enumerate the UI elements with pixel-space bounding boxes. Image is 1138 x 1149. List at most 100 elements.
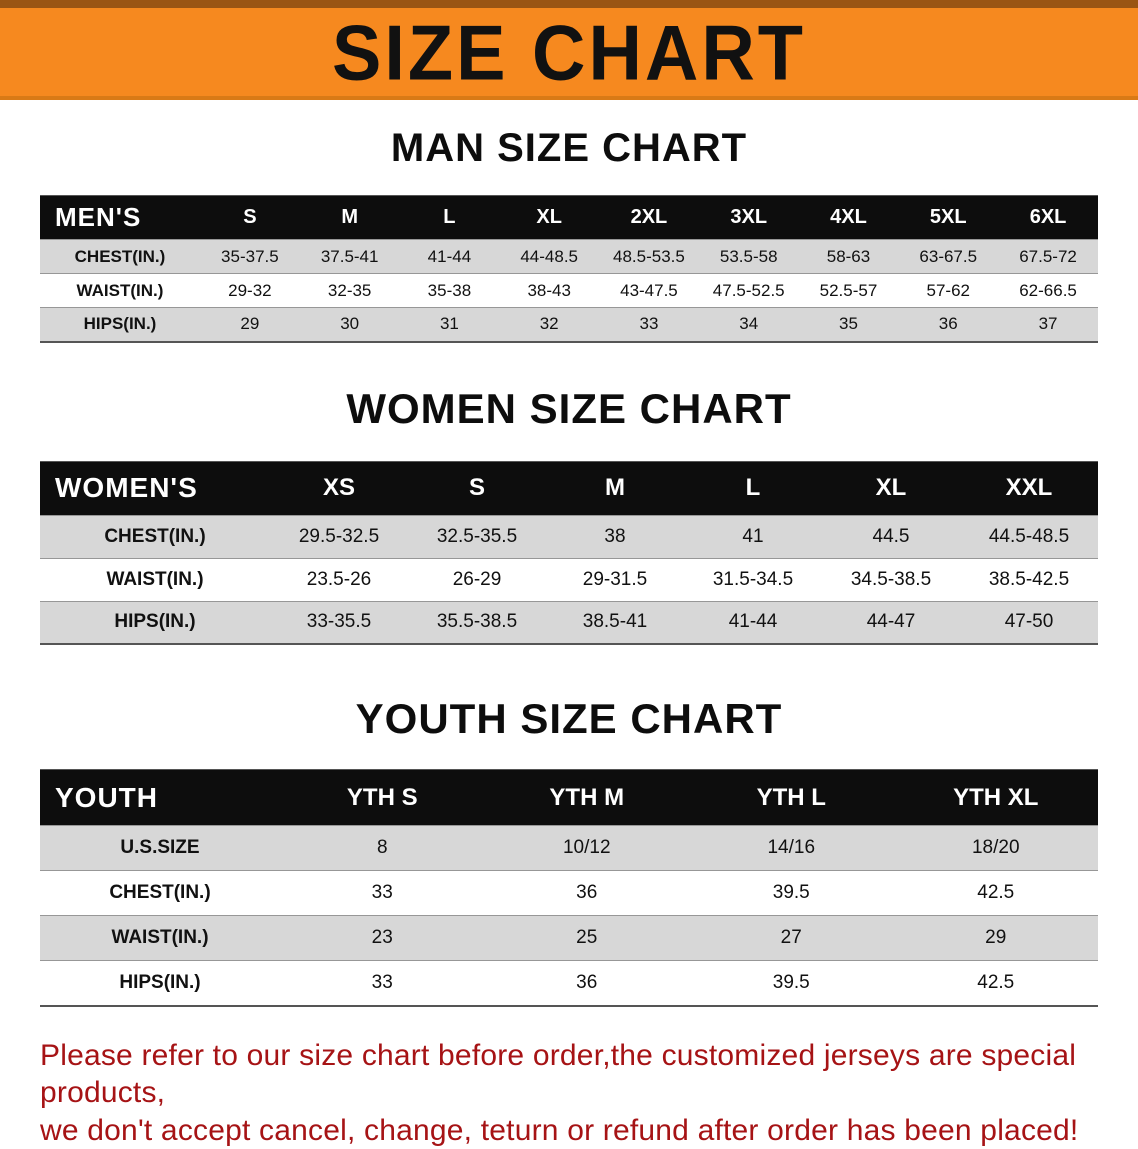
size-column-header: YTH L [689, 770, 894, 826]
cell: 31.5-34.5 [684, 558, 822, 601]
men-size-table: MEN'S S M L XL 2XL 3XL 4XL 5XL 6XL CHEST… [40, 195, 1098, 343]
size-column-header: L [400, 196, 500, 240]
table-row: HIPS(IN.) 29 30 31 32 33 34 35 36 37 [40, 308, 1098, 342]
row-label: CHEST(IN.) [40, 515, 270, 558]
cell: 29 [894, 916, 1099, 961]
cell: 36 [485, 871, 690, 916]
table-row: WAIST(IN.) 23.5-26 26-29 29-31.5 31.5-34… [40, 558, 1098, 601]
row-label: CHEST(IN.) [40, 871, 280, 916]
cell: 33 [280, 871, 485, 916]
men-corner-label: MEN'S [40, 196, 200, 240]
cell: 10/12 [485, 826, 690, 871]
cell: 32-35 [300, 274, 400, 308]
cell: 33 [280, 961, 485, 1006]
size-column-header: L [684, 461, 822, 515]
cell: 29-32 [200, 274, 300, 308]
cell: 33-35.5 [270, 601, 408, 644]
cell: 67.5-72 [998, 240, 1098, 274]
row-label: U.S.SIZE [40, 826, 280, 871]
cell: 58-63 [799, 240, 899, 274]
cell: 35-38 [400, 274, 500, 308]
size-column-header: XL [822, 461, 960, 515]
cell: 42.5 [894, 871, 1099, 916]
cell: 44.5 [822, 515, 960, 558]
order-policy-notice: Please refer to our size chart before or… [40, 1037, 1100, 1149]
cell: 53.5-58 [699, 240, 799, 274]
row-label: HIPS(IN.) [40, 601, 270, 644]
row-label: WAIST(IN.) [40, 274, 200, 308]
size-column-header: XS [270, 461, 408, 515]
cell: 44.5-48.5 [960, 515, 1098, 558]
cell: 26-29 [408, 558, 546, 601]
youth-corner-label: YOUTH [40, 770, 280, 826]
table-row: CHEST(IN.) 35-37.5 37.5-41 41-44 44-48.5… [40, 240, 1098, 274]
row-label: WAIST(IN.) [40, 558, 270, 601]
cell: 52.5-57 [799, 274, 899, 308]
page-title: SIZE CHART [332, 7, 806, 96]
cell: 27 [689, 916, 894, 961]
table-row: HIPS(IN.) 33 36 39.5 42.5 [40, 961, 1098, 1006]
cell: 41-44 [684, 601, 822, 644]
cell: 14/16 [689, 826, 894, 871]
cell: 39.5 [689, 961, 894, 1006]
size-column-header: 6XL [998, 196, 1098, 240]
cell: 36 [898, 308, 998, 342]
youth-header-row: YOUTH YTH S YTH M YTH L YTH XL [40, 770, 1098, 826]
cell: 31 [400, 308, 500, 342]
cell: 35 [799, 308, 899, 342]
cell: 47-50 [960, 601, 1098, 644]
notice-line-2: we don't accept cancel, change, teturn o… [40, 1112, 1100, 1149]
cell: 41 [684, 515, 822, 558]
row-label: CHEST(IN.) [40, 240, 200, 274]
cell: 43-47.5 [599, 274, 699, 308]
table-row: U.S.SIZE 8 10/12 14/16 18/20 [40, 826, 1098, 871]
cell: 44-48.5 [499, 240, 599, 274]
notice-line-1: Please refer to our size chart before or… [40, 1037, 1100, 1112]
youth-size-section: YOUTH SIZE CHART YOUTH YTH S YTH M YTH L… [0, 695, 1138, 1007]
size-column-header: S [408, 461, 546, 515]
cell: 30 [300, 308, 400, 342]
cell: 33 [599, 308, 699, 342]
size-column-header: XL [499, 196, 599, 240]
cell: 57-62 [898, 274, 998, 308]
row-label: WAIST(IN.) [40, 916, 280, 961]
youth-section-heading: YOUTH SIZE CHART [0, 695, 1138, 743]
size-column-header: 2XL [599, 196, 699, 240]
cell: 35-37.5 [200, 240, 300, 274]
cell: 8 [280, 826, 485, 871]
cell: 39.5 [689, 871, 894, 916]
cell: 63-67.5 [898, 240, 998, 274]
men-section-heading: MAN SIZE CHART [0, 126, 1138, 171]
cell: 62-66.5 [998, 274, 1098, 308]
men-header-row: MEN'S S M L XL 2XL 3XL 4XL 5XL 6XL [40, 196, 1098, 240]
women-corner-label: WOMEN'S [40, 461, 270, 515]
cell: 35.5-38.5 [408, 601, 546, 644]
size-column-header: M [300, 196, 400, 240]
cell: 29.5-32.5 [270, 515, 408, 558]
women-size-section: WOMEN SIZE CHART WOMEN'S XS S M L XL XXL… [0, 385, 1138, 646]
cell: 32.5-35.5 [408, 515, 546, 558]
size-column-header: YTH XL [894, 770, 1099, 826]
youth-size-table: YOUTH YTH S YTH M YTH L YTH XL U.S.SIZE … [40, 769, 1098, 1007]
size-column-header: YTH S [280, 770, 485, 826]
cell: 36 [485, 961, 690, 1006]
size-column-header: 5XL [898, 196, 998, 240]
men-size-section: MAN SIZE CHART MEN'S S M L XL 2XL 3XL 4X… [0, 126, 1138, 343]
cell: 37 [998, 308, 1098, 342]
table-row: WAIST(IN.) 23 25 27 29 [40, 916, 1098, 961]
banner: SIZE CHART [0, 0, 1138, 100]
size-column-header: S [200, 196, 300, 240]
cell: 34.5-38.5 [822, 558, 960, 601]
cell: 29-31.5 [546, 558, 684, 601]
women-size-table: WOMEN'S XS S M L XL XXL CHEST(IN.) 29.5-… [40, 461, 1098, 646]
row-label: HIPS(IN.) [40, 961, 280, 1006]
size-column-header: M [546, 461, 684, 515]
cell: 23.5-26 [270, 558, 408, 601]
table-row: WAIST(IN.) 29-32 32-35 35-38 38-43 43-47… [40, 274, 1098, 308]
size-column-header: YTH M [485, 770, 690, 826]
cell: 23 [280, 916, 485, 961]
cell: 42.5 [894, 961, 1099, 1006]
cell: 41-44 [400, 240, 500, 274]
cell: 48.5-53.5 [599, 240, 699, 274]
cell: 18/20 [894, 826, 1099, 871]
